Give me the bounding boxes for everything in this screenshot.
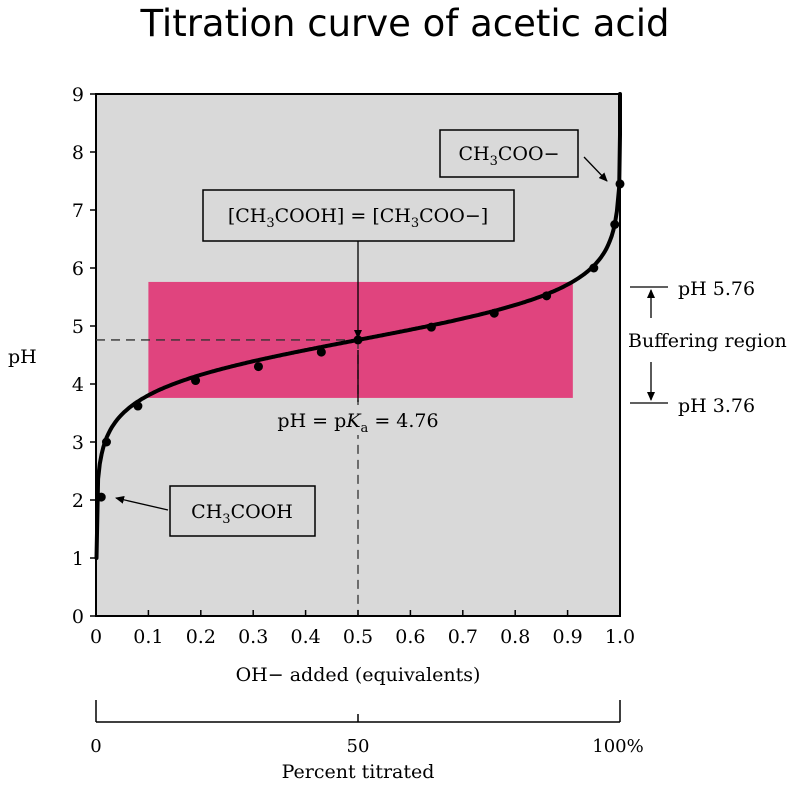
percent-tick-0: 0 [90, 736, 101, 757]
annotation-equal-concentrations: [CH3COOH] = [CH3COO−] [202, 189, 515, 402]
data-point-2 [133, 401, 143, 411]
data-points [96, 179, 625, 502]
x-axis-label: OH− added (equivalents) [236, 664, 481, 686]
y-tick-label-5: 5 [72, 316, 84, 338]
svg-text:CH3COO−: CH3COO− [458, 143, 559, 169]
percent-tick-100: 100% [592, 736, 643, 757]
y-tick-label-1: 1 [72, 548, 84, 570]
annotation-acetic-acid: CH3COOH [115, 485, 316, 537]
x-axis: 0 0.1 0.2 0.3 0.4 0.5 0.6 0.7 0.8 0.9 1.0 [90, 610, 635, 648]
y-tick-label-3: 3 [72, 432, 84, 454]
y-tick-label-8: 8 [72, 142, 84, 164]
data-point-0 [96, 492, 106, 502]
x-tick-label-0.8: 0.8 [500, 626, 530, 648]
y-axis: 0 1 2 3 4 5 6 7 8 9 [72, 84, 96, 628]
data-point-11 [610, 220, 620, 229]
data-point-4 [253, 362, 263, 372]
percent-axis: 0 50 100% Percent titrated [90, 700, 644, 783]
data-point-9 [542, 291, 552, 301]
x-tick-label-0.1: 0.1 [133, 626, 163, 648]
data-point-7 [426, 322, 436, 332]
annotation-acetate: CH3COO− [439, 129, 608, 182]
x-tick-label-0.4: 0.4 [290, 626, 320, 648]
x-tick-label-0.5: 0.5 [343, 626, 373, 648]
y-axis-label: pH [8, 346, 37, 368]
svg-text:CH3COOH: CH3COOH [191, 501, 293, 527]
page-title: Titration curve of acetic acid [140, 2, 670, 45]
annotation-pka: pH = pKa = 4.76 [262, 405, 456, 436]
buffering-region-bracket: pH 5.76 Buffering region pH 3.76 [628, 278, 787, 417]
data-point-12 [615, 179, 625, 189]
data-point-1 [101, 437, 111, 447]
y-tick-label-9: 9 [72, 84, 84, 106]
svg-text:[CH3COOH] = [CH3COO−]: [CH3COOH] = [CH3COO−] [228, 205, 488, 231]
data-point-8 [489, 308, 499, 318]
y-tick-label-4: 4 [72, 374, 84, 396]
data-point-3 [191, 376, 201, 386]
y-tick-label-6: 6 [72, 258, 84, 280]
x-tick-label-0.3: 0.3 [238, 626, 268, 648]
x-tick-label-0: 0 [90, 626, 102, 648]
x-tick-label-0.6: 0.6 [395, 626, 425, 648]
ph-low-label: pH 3.76 [678, 395, 755, 417]
svg-text:pH = pKa = 4.76: pH = pKa = 4.76 [277, 410, 438, 436]
x-tick-label-0.9: 0.9 [552, 626, 582, 648]
ph-high-label: pH 5.76 [678, 278, 755, 300]
data-point-5 [316, 347, 326, 357]
y-tick-label-7: 7 [72, 200, 84, 222]
x-tick-label-1.0: 1.0 [605, 626, 635, 648]
data-point-10 [589, 263, 599, 273]
y-tick-label-2: 2 [72, 490, 84, 512]
buffer-region-label: Buffering region [628, 330, 787, 352]
x-tick-label-0.2: 0.2 [186, 626, 216, 648]
y-tick-label-0: 0 [72, 606, 84, 628]
x-tick-label-0.7: 0.7 [448, 626, 478, 648]
percent-tick-50: 50 [347, 736, 370, 757]
percent-axis-label: Percent titrated [282, 761, 435, 783]
